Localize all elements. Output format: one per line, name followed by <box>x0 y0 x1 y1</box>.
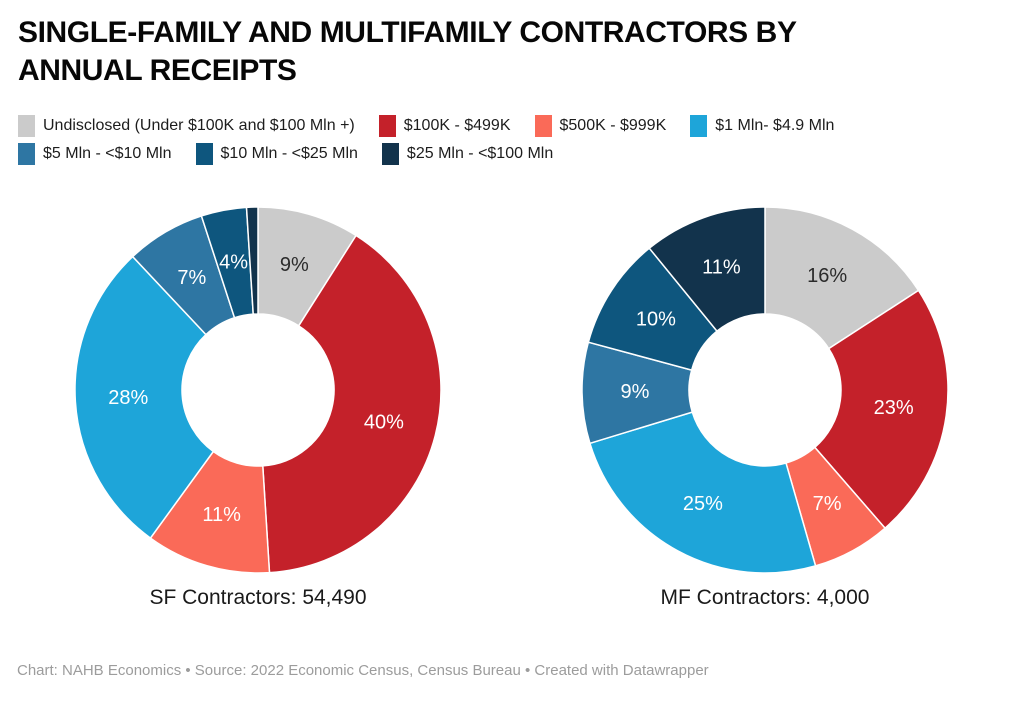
slice-label: 40% <box>364 411 404 433</box>
slice-label: 11% <box>202 504 241 526</box>
legend-item: $25 Mln - <$100 Mln <box>381 143 554 165</box>
donut-slice-1-6[interactable] <box>648 206 766 333</box>
legend-swatch-icon <box>18 143 35 165</box>
slice-label: 16% <box>807 265 847 287</box>
legend-swatch-icon <box>378 115 396 137</box>
slice-label: 7% <box>177 267 206 289</box>
legend-item: $1 Mln- $4.9 Mln <box>690 115 834 137</box>
donut-slice-1-3[interactable] <box>588 411 817 574</box>
slice-label: 25% <box>683 493 723 515</box>
legend-item: $10 Mln - <$25 Mln <box>195 143 358 165</box>
legend-swatch-icon <box>195 143 213 165</box>
legend-item: $500K - $999K <box>534 115 667 137</box>
legend-item-label: $25 Mln - <$100 Mln <box>406 145 554 162</box>
legend-swatch-icon <box>381 143 399 165</box>
legend-item-label: $500K - $999K <box>559 117 667 134</box>
donut-slice-0-3[interactable] <box>74 255 215 540</box>
legend-item: $5 Mln - <$10 Mln <box>18 143 172 165</box>
donut-slice-1-1[interactable] <box>813 289 949 530</box>
legend-swatch-icon <box>18 115 35 137</box>
slice-label: 23% <box>874 397 914 419</box>
legend-item-label: Undisclosed (Under $100K and $100 Mln +) <box>43 117 355 134</box>
chart-title: SINGLE-FAMILY AND MULTIFAMILY CONTRACTOR… <box>18 16 797 87</box>
donut-slice-0-1[interactable] <box>261 234 442 574</box>
legend-item: $100K - $499K <box>378 115 511 137</box>
slice-label: 9% <box>280 254 309 276</box>
slice-label: 11% <box>702 257 741 279</box>
donut-chart-sf: 9% 40% 11% 28% 7% 4% <box>68 200 448 580</box>
legend-item-label: $5 Mln - <$10 Mln <box>43 145 172 162</box>
donut-chart-mf: 16% 23% 7% 25% 9% 10% 11% <box>575 200 955 580</box>
donut-slice-0-6[interactable] <box>245 206 259 315</box>
slice-label: 28% <box>108 387 148 409</box>
caption-sf-contractors: SF Contractors: 54,490 <box>149 586 367 609</box>
legend-swatch-icon <box>690 115 708 137</box>
legend-item-label: $10 Mln - <$25 Mln <box>220 145 358 162</box>
donut-slice-1-0[interactable] <box>764 206 920 350</box>
legend-item-label: $100K - $499K <box>403 117 511 134</box>
legend-item: Undisclosed (Under $100K and $100 Mln +) <box>18 115 355 137</box>
legend: Undisclosed (Under $100K and $100 Mln +)… <box>18 115 978 165</box>
source-credit: Chart: NAHB Economics • Source: 2022 Eco… <box>17 662 709 679</box>
slice-label: 4% <box>219 251 248 273</box>
legend-item-label: $1 Mln- $4.9 Mln <box>715 117 835 134</box>
legend-swatch-icon <box>534 115 552 137</box>
slice-label: 7% <box>813 493 842 515</box>
slice-label: 10% <box>636 308 676 330</box>
slice-label: 9% <box>621 381 650 403</box>
caption-mf-contractors: MF Contractors: 4,000 <box>660 586 870 609</box>
